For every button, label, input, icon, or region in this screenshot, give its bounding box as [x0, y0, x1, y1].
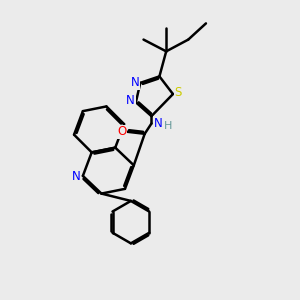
Text: N: N	[126, 94, 135, 107]
Text: N: N	[72, 170, 81, 183]
Text: O: O	[117, 125, 126, 138]
Text: H: H	[164, 121, 172, 131]
Text: N: N	[130, 76, 140, 89]
Text: N: N	[154, 117, 162, 130]
Text: S: S	[175, 86, 182, 99]
